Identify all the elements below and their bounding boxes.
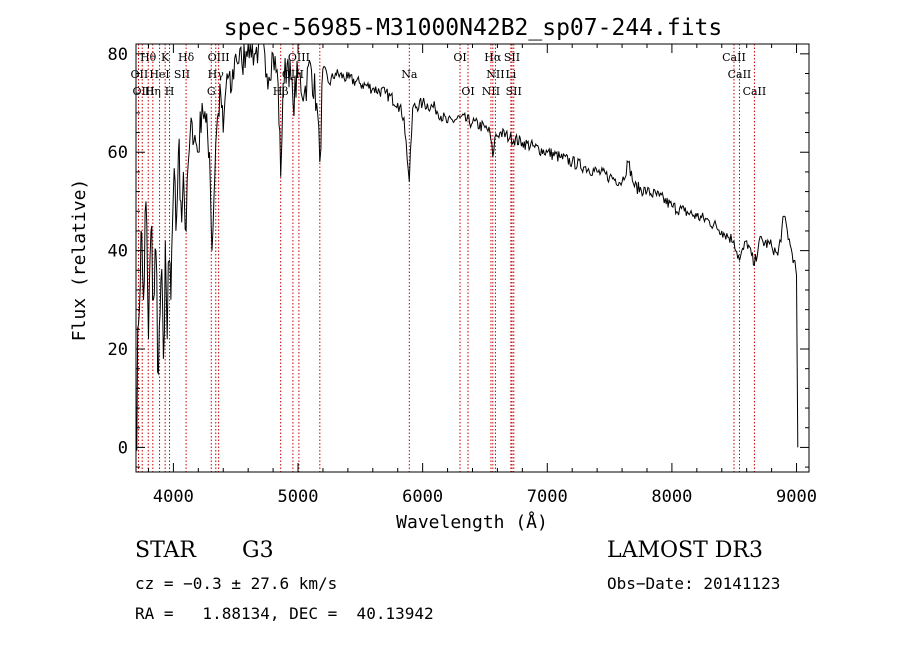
line-label: OIII bbox=[282, 68, 304, 81]
line-label: SII bbox=[504, 51, 520, 64]
x-tick-label: 8000 bbox=[651, 487, 692, 507]
line-label: OIII bbox=[288, 51, 310, 64]
line-label: OI bbox=[461, 85, 474, 98]
line-label: OIII bbox=[132, 85, 154, 98]
line-label: CaII bbox=[728, 68, 752, 81]
line-label: Hβ bbox=[273, 85, 289, 98]
y-axis-ticks: 0 20 40 60 80 bbox=[108, 45, 809, 468]
x-tick-label: 5000 bbox=[278, 487, 319, 507]
line-label: OII bbox=[131, 68, 149, 81]
redshift-text: cz = −0.3 ± 27.6 km/s bbox=[135, 574, 338, 593]
line-label: Hθ bbox=[140, 51, 157, 64]
line-label: H bbox=[165, 85, 175, 98]
coordinates: RA = 1.88134, DEC = 40.13942 bbox=[135, 604, 434, 623]
object-subclass: G3 bbox=[242, 538, 274, 563]
line-label: NII bbox=[482, 85, 500, 98]
line-label: Hα bbox=[484, 51, 502, 64]
y-tick-label: 40 bbox=[108, 242, 128, 262]
x-tick-label: 6000 bbox=[402, 487, 443, 507]
line-label: G bbox=[207, 85, 216, 98]
y-tick-label: 0 bbox=[118, 438, 128, 458]
y-tick-label: 20 bbox=[108, 340, 128, 360]
x-tick-label: 7000 bbox=[527, 487, 568, 507]
y-axis-label: Flux (relative) bbox=[69, 179, 90, 342]
obs-date: Obs−Date: 20141123 bbox=[607, 574, 781, 593]
plot-frame bbox=[135, 43, 810, 473]
line-label: Li bbox=[505, 68, 516, 81]
line-label: Hη bbox=[145, 85, 161, 98]
y-tick-label: 60 bbox=[108, 143, 128, 163]
x-axis-label: Wavelength (Å) bbox=[396, 511, 548, 533]
line-label: OIII bbox=[208, 51, 230, 64]
line-label: SII bbox=[506, 85, 522, 98]
line-label: CaII bbox=[722, 51, 746, 64]
line-label: Hγ bbox=[208, 68, 225, 81]
line-label: Hδ bbox=[178, 51, 195, 64]
line-label: SII bbox=[174, 68, 190, 81]
line-label: K bbox=[161, 51, 170, 64]
x-tick-label: 9000 bbox=[776, 487, 817, 507]
chart-title: spec-56985-M31000N42B2_sp07-244.fits bbox=[224, 15, 723, 41]
line-label: Na bbox=[401, 68, 418, 81]
object-class: STAR bbox=[135, 538, 196, 563]
line-label: OI bbox=[453, 51, 466, 64]
survey-name: LAMOST DR3 bbox=[607, 538, 763, 563]
line-label: HeI bbox=[149, 68, 169, 81]
line-label: CaII bbox=[743, 85, 767, 98]
spectrum-line bbox=[135, 43, 799, 451]
line-markers bbox=[137, 44, 755, 472]
y-tick-label: 80 bbox=[108, 45, 128, 65]
x-tick-label: 4000 bbox=[153, 487, 194, 507]
line-label: NII bbox=[486, 68, 504, 81]
x-axis-ticks: 4000 5000 6000 7000 8000 9000 bbox=[147, 44, 817, 507]
